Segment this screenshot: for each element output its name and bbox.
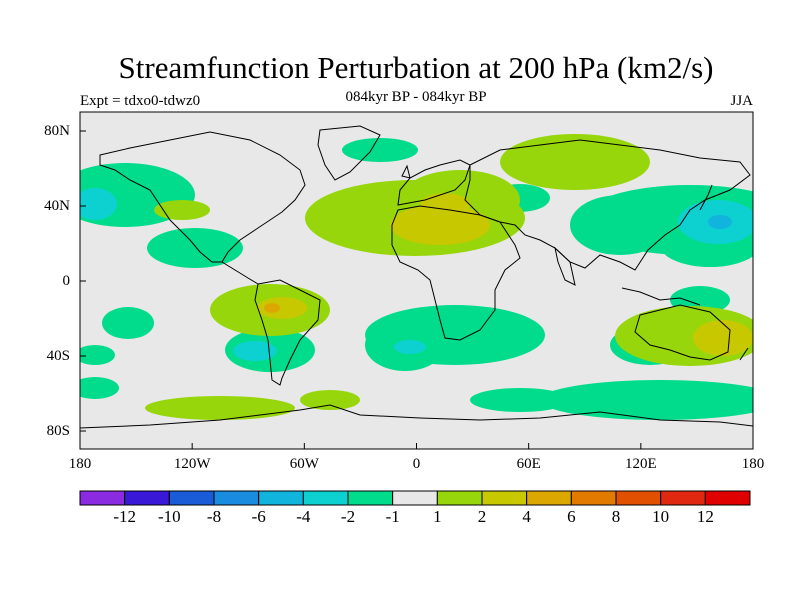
colorbar-label: -8 xyxy=(206,507,222,526)
colorbar-label: 1 xyxy=(433,507,442,526)
lon-label: 120E xyxy=(624,456,657,472)
map-field xyxy=(80,112,753,449)
lat-label: 80N xyxy=(44,123,70,139)
lat-label: 0 xyxy=(62,273,71,289)
lon-label: 60E xyxy=(516,456,541,472)
colorbar-swatch xyxy=(79,490,126,506)
colorbar-swatch xyxy=(258,490,304,506)
colorbar-label: 8 xyxy=(611,507,621,526)
lat-label: 40N xyxy=(44,198,70,214)
lat-label: 40S xyxy=(46,348,70,364)
negative-anomalies-core xyxy=(708,215,732,229)
colorbar-swatch xyxy=(302,490,349,506)
colorbar-swatch xyxy=(660,490,706,506)
colorbar-swatch xyxy=(481,490,528,506)
coastlines xyxy=(80,125,753,429)
colorbar-swatch xyxy=(615,490,662,506)
lon-label: 180 xyxy=(68,456,92,472)
colorbar-swatch xyxy=(213,490,260,506)
colorbar-swatch xyxy=(704,490,751,506)
plot-subtitle: 084kyr BP - 084kyr BP xyxy=(345,89,487,105)
colorbar-label: 6 xyxy=(567,507,576,526)
experiment-label: Expt = tdxo0-tdwz0 xyxy=(80,93,201,109)
lat-label: 80S xyxy=(46,423,70,439)
colorbar-swatch xyxy=(526,490,572,506)
plot-title: Streamfunction Perturbation at 200 hPa (… xyxy=(118,50,714,85)
colorbar-label: -6 xyxy=(251,507,266,526)
colorbar-label: -4 xyxy=(296,507,311,526)
colorbar-label: -10 xyxy=(157,507,181,526)
colorbar-swatch xyxy=(570,490,617,506)
axis-ticks xyxy=(79,130,754,449)
colorbar-label: -1 xyxy=(385,507,400,526)
lon-label: 120W xyxy=(173,456,211,472)
colorbar xyxy=(79,490,751,506)
colorbar-swatch xyxy=(392,490,438,506)
colorbar-label: 10 xyxy=(652,507,670,526)
lon-label: 0 xyxy=(412,456,421,472)
lon-label: 60W xyxy=(289,456,319,472)
positive-anomalies-core xyxy=(264,303,280,313)
lon-label: 180 xyxy=(741,456,765,472)
colorbar-label: -2 xyxy=(340,507,356,526)
colorbar-swatch xyxy=(168,490,215,506)
colorbar-swatch xyxy=(124,490,170,506)
season-label: JJA xyxy=(730,93,753,109)
colorbar-swatch xyxy=(347,490,394,506)
colorbar-label: 2 xyxy=(477,507,487,526)
colorbar-swatch xyxy=(436,490,483,506)
colorbar-label: 12 xyxy=(696,507,714,526)
colorbar-label: 4 xyxy=(522,507,531,526)
colorbar-label: -12 xyxy=(113,507,136,526)
